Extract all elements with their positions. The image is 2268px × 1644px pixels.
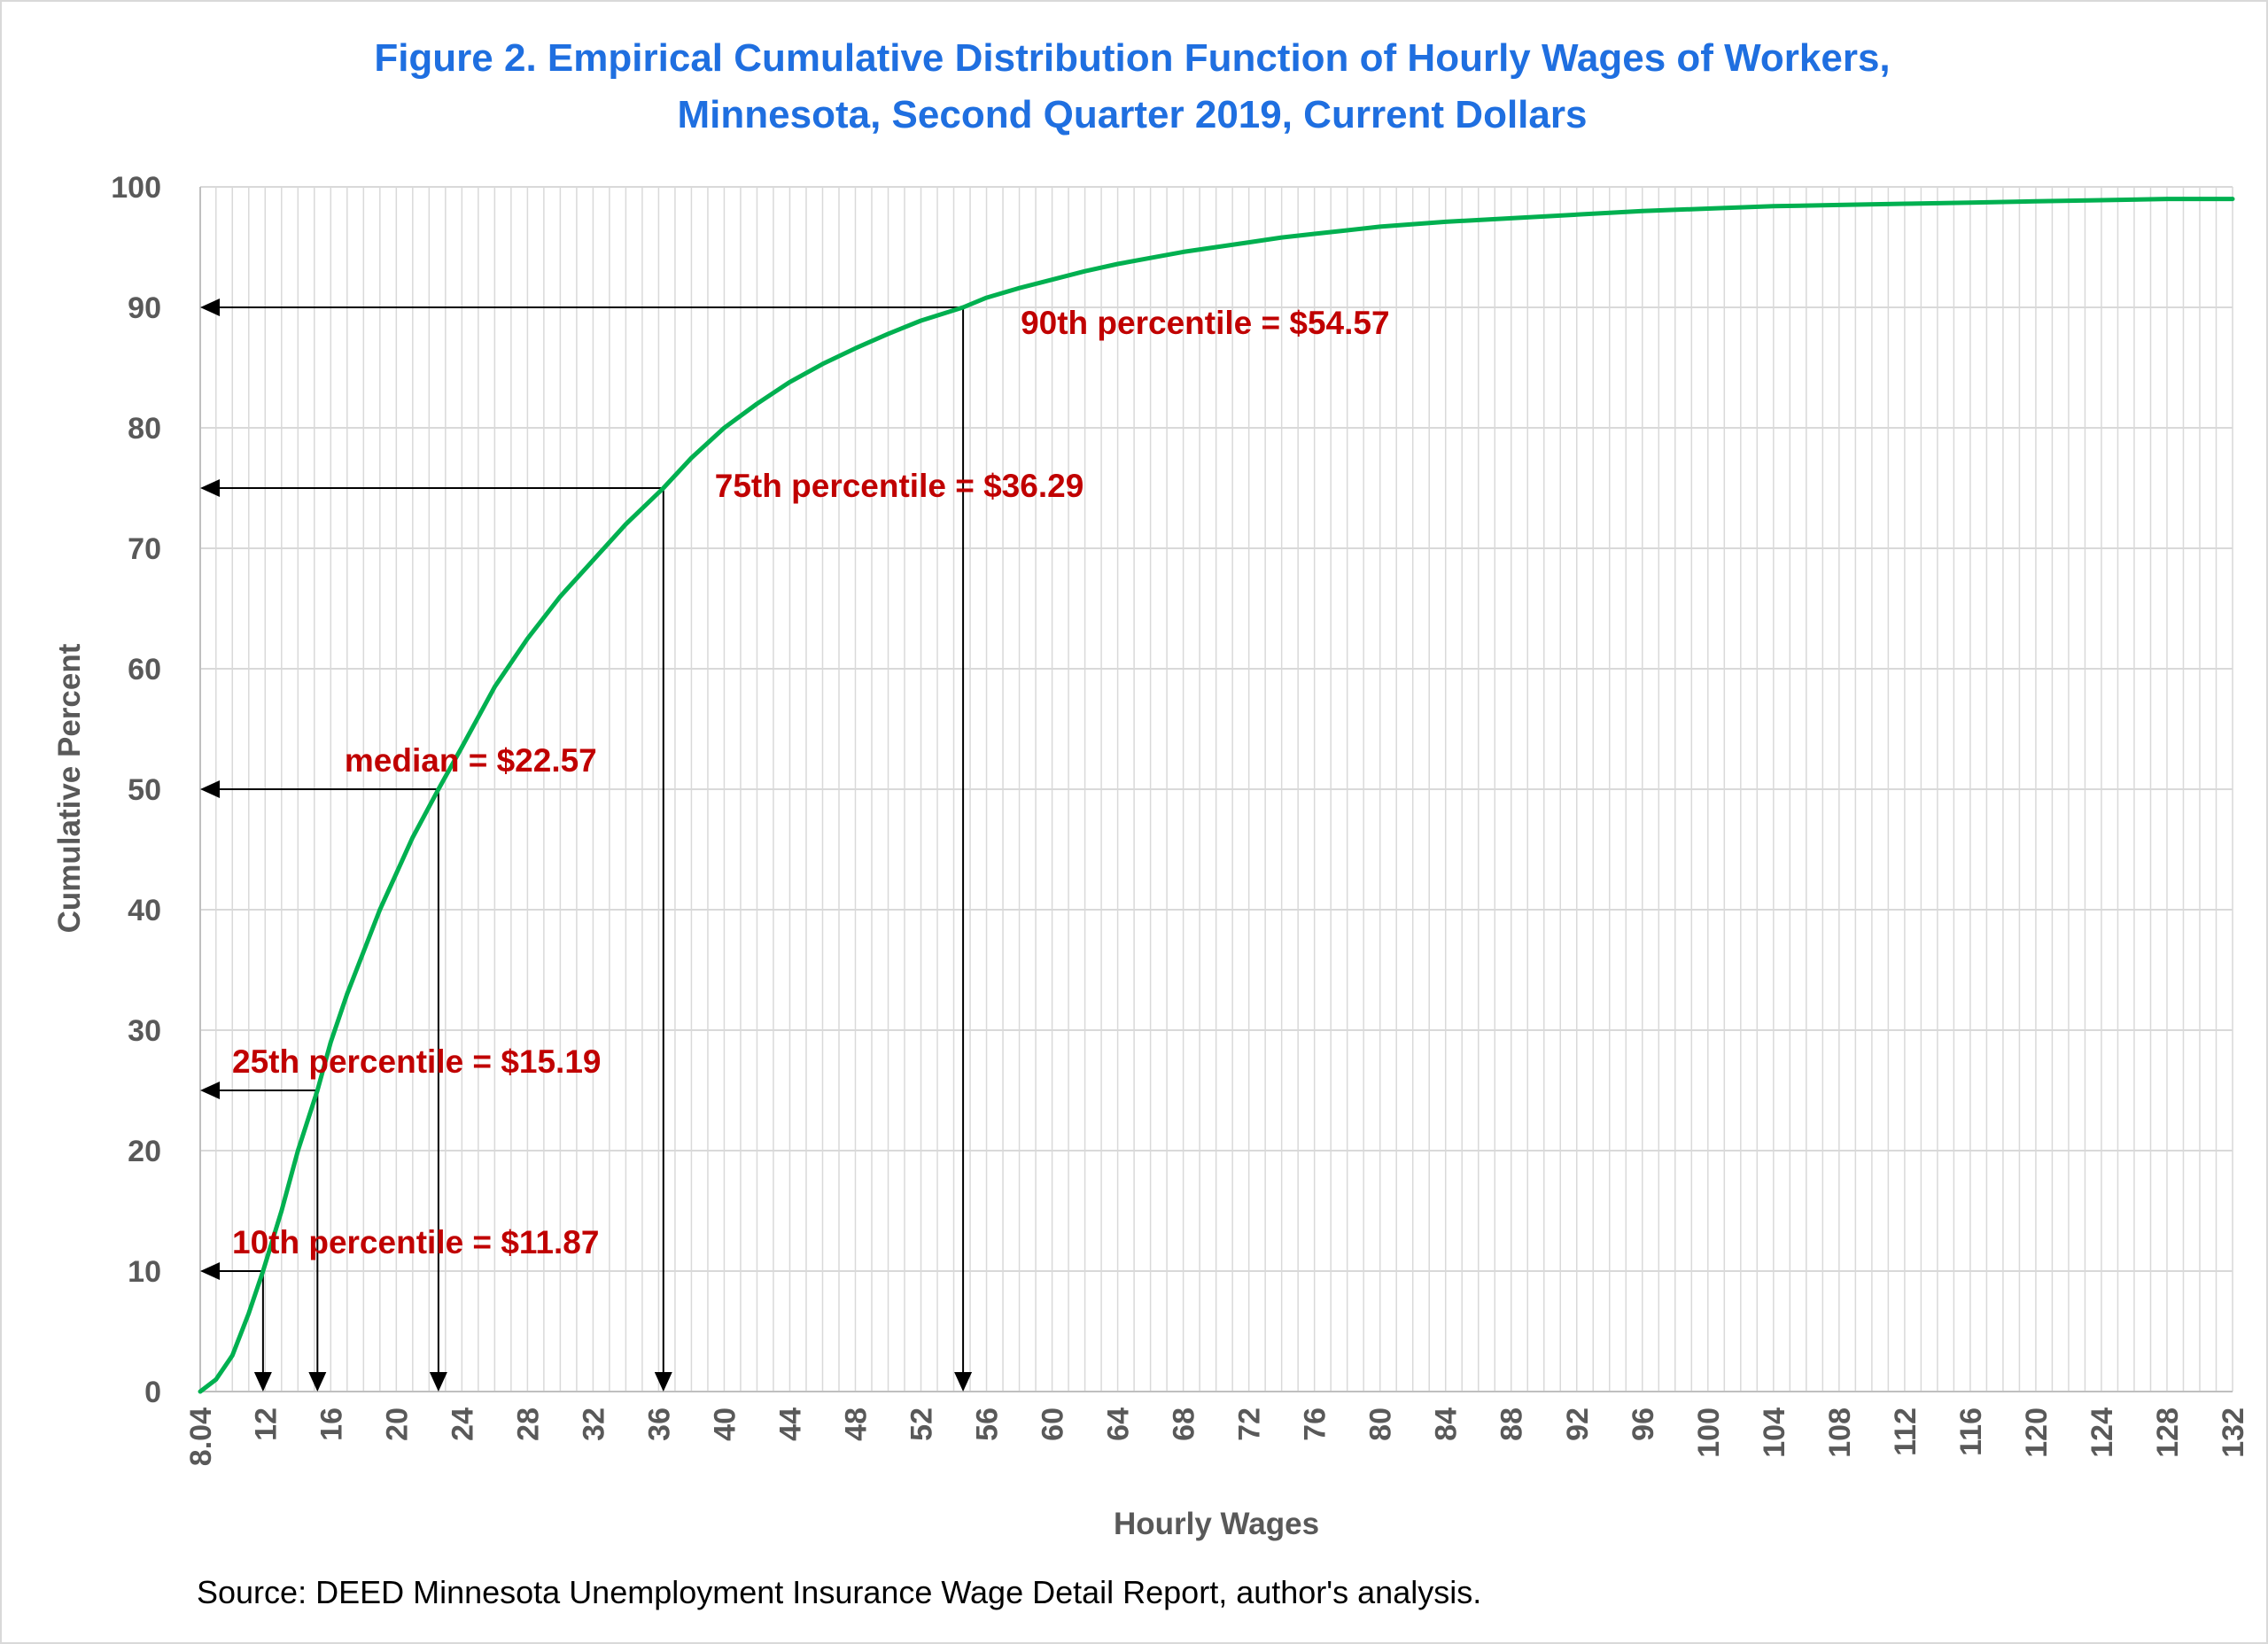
percentile-annotation: 25th percentile = $15.19 (232, 1043, 602, 1080)
x-tick-label: 28 (511, 1407, 545, 1441)
x-tick-label: 52 (905, 1407, 939, 1441)
x-tick-label: 100 (1692, 1407, 1726, 1458)
x-tick-label: 80 (1364, 1407, 1398, 1441)
y-tick-label: 100 (111, 171, 161, 205)
percentile-arrows (200, 299, 973, 1392)
percentile-annotation: 90th percentile = $54.57 (1021, 305, 1390, 341)
x-tick-label: 116 (1954, 1407, 1988, 1456)
x-tick-label: 40 (708, 1407, 742, 1441)
x-tick-label: 128 (2151, 1407, 2185, 1458)
x-tick-label: 48 (839, 1407, 873, 1441)
x-tick-label: 76 (1299, 1407, 1332, 1441)
x-tick-label: 8.04 (184, 1407, 218, 1466)
y-tick-label: 90 (128, 291, 161, 325)
x-tick-label: 120 (2020, 1407, 2054, 1458)
series-layer (198, 197, 2235, 1394)
x-tick-label: 16 (315, 1407, 348, 1441)
x-tick-label: 60 (1037, 1407, 1070, 1441)
source-note: Source: DEED Minnesota Unemployment Insu… (197, 1574, 1481, 1610)
y-tick-labels: 0 10 20 30 40 50 60 70 80 90 100 (111, 171, 161, 1409)
y-tick-label: 40 (128, 894, 161, 927)
x-tick-label: 68 (1168, 1407, 1201, 1441)
annotation-layer: 10th percentile = $11.87 25th percentile … (232, 305, 1390, 1260)
y-tick-label: 0 (144, 1376, 161, 1409)
y-tick-label: 10 (128, 1255, 161, 1289)
x-tick-label: 112 (1889, 1407, 1922, 1456)
percentile-annotation: median = $22.57 (345, 742, 597, 779)
cdf-line (198, 197, 2235, 1394)
x-tick-label: 24 (446, 1407, 479, 1441)
x-tick-label: 72 (1233, 1407, 1267, 1441)
x-tick-label: 56 (971, 1407, 1005, 1441)
percentile-annotation: 75th percentile = $36.29 (715, 468, 1084, 504)
x-tick-label: 92 (1561, 1407, 1595, 1441)
x-tick-label: 32 (577, 1407, 610, 1441)
percentile-annotation: 10th percentile = $11.87 (232, 1224, 599, 1260)
x-tick-label: 12 (249, 1407, 283, 1441)
chart-title: Figure 2. Empirical Cumulative Distribut… (374, 36, 1890, 80)
x-tick-label: 64 (1102, 1407, 1136, 1441)
y-axis-label: Cumulative Percent (52, 643, 87, 933)
y-tick-label: 80 (128, 412, 161, 446)
x-tick-label: 104 (1758, 1407, 1791, 1458)
y-tick-label: 50 (128, 773, 161, 807)
y-tick-label: 60 (128, 653, 161, 686)
grid-layer (200, 186, 2233, 1392)
x-tick-label: 96 (1627, 1407, 1660, 1441)
y-tick-label: 20 (128, 1135, 161, 1168)
x-tick-labels: 8.04 12 16 20 24 28 32 36 40 44 48 52 56 60 64 68 72 76 80… (184, 1407, 2250, 1466)
x-tick-label: 132 (2217, 1407, 2250, 1458)
x-axis-label: Hourly Wages (1114, 1507, 1319, 1541)
y-tick-label: 30 (128, 1014, 161, 1048)
x-tick-label: 88 (1495, 1407, 1529, 1441)
y-tick-label: 70 (128, 532, 161, 566)
x-tick-label: 124 (2085, 1407, 2119, 1458)
x-tick-label: 108 (1823, 1407, 1857, 1458)
x-tick-label: 44 (773, 1407, 807, 1441)
x-tick-label: 84 (1430, 1407, 1464, 1441)
x-tick-label: 20 (380, 1407, 414, 1441)
chart-subtitle: Minnesota, Second Quarter 2019, Current … (678, 93, 1588, 136)
x-tick-label: 36 (642, 1407, 676, 1441)
